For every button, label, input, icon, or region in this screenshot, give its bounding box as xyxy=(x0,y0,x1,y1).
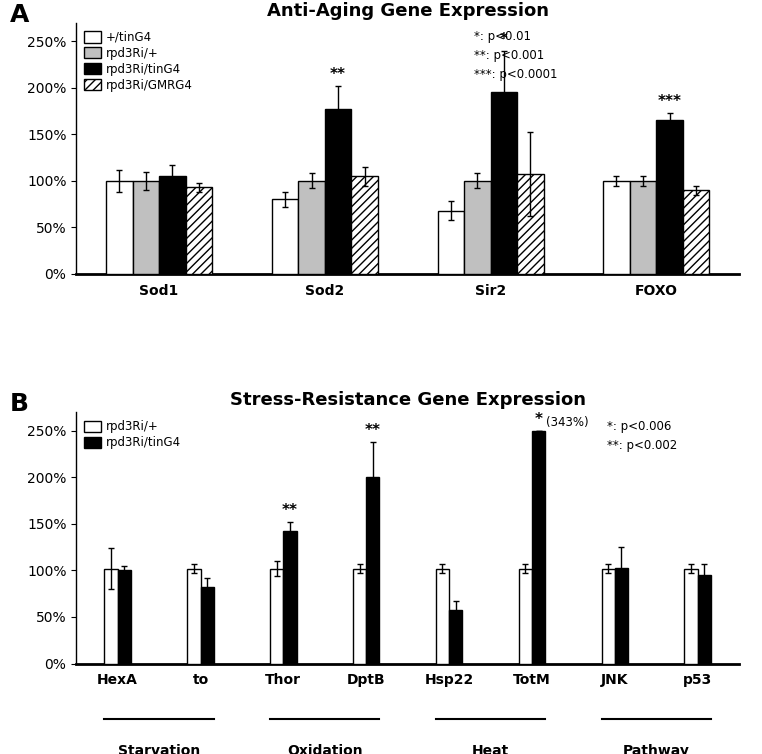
Text: Pathway: Pathway xyxy=(623,744,690,754)
Bar xyxy=(449,611,463,664)
Text: Starvation: Starvation xyxy=(118,744,200,754)
Bar xyxy=(519,569,532,664)
Bar xyxy=(283,532,296,664)
Title: Stress-Resistance Gene Expression: Stress-Resistance Gene Expression xyxy=(229,391,586,409)
Bar xyxy=(491,93,517,274)
Bar xyxy=(604,181,629,274)
Text: *: * xyxy=(535,412,543,427)
Text: A: A xyxy=(10,2,29,26)
Bar xyxy=(684,569,698,664)
Text: (343%): (343%) xyxy=(546,416,588,429)
Bar xyxy=(683,190,709,274)
Bar xyxy=(186,188,212,274)
Bar xyxy=(187,569,200,664)
Text: Oxidation: Oxidation xyxy=(287,744,363,754)
Bar xyxy=(367,477,379,664)
Bar xyxy=(272,200,298,274)
Bar xyxy=(117,571,131,664)
Bar xyxy=(601,569,615,664)
Legend: rpd3Ri/+, rpd3Ri/tinG4: rpd3Ri/+, rpd3Ri/tinG4 xyxy=(82,418,183,452)
Bar xyxy=(464,181,491,274)
Text: **: ** xyxy=(282,504,298,518)
Bar xyxy=(106,181,133,274)
Bar xyxy=(353,569,367,664)
Legend: +/tinG4, rpd3Ri/+, rpd3Ri/tinG4, rpd3Ri/GMRG4: +/tinG4, rpd3Ri/+, rpd3Ri/tinG4, rpd3Ri/… xyxy=(82,29,195,94)
Bar xyxy=(133,181,159,274)
Bar xyxy=(436,569,449,664)
Text: **: ** xyxy=(330,67,346,82)
Text: B: B xyxy=(10,392,29,416)
Bar xyxy=(298,181,325,274)
Bar xyxy=(159,176,186,274)
Bar xyxy=(270,569,283,664)
Bar xyxy=(325,109,351,274)
Bar xyxy=(656,121,683,274)
Bar xyxy=(200,587,214,664)
Bar xyxy=(351,176,378,274)
Bar xyxy=(698,575,711,664)
Title: Anti-Aging Gene Expression: Anti-Aging Gene Expression xyxy=(267,2,549,20)
Bar xyxy=(104,569,117,664)
Bar xyxy=(437,210,464,274)
Bar xyxy=(629,181,656,274)
Bar xyxy=(517,174,543,274)
Bar xyxy=(615,568,628,664)
Text: *: p<0.01
**: p<0.001
***: p<0.0001: *: p<0.01 **: p<0.001 ***: p<0.0001 xyxy=(474,30,558,81)
Bar xyxy=(532,431,546,664)
Text: *: * xyxy=(500,32,507,47)
Text: Heat: Heat xyxy=(472,744,509,754)
Text: *: p<0.006
**: p<0.002: *: p<0.006 **: p<0.002 xyxy=(607,420,677,452)
Text: ***: *** xyxy=(658,94,681,109)
Text: **: ** xyxy=(365,423,381,438)
